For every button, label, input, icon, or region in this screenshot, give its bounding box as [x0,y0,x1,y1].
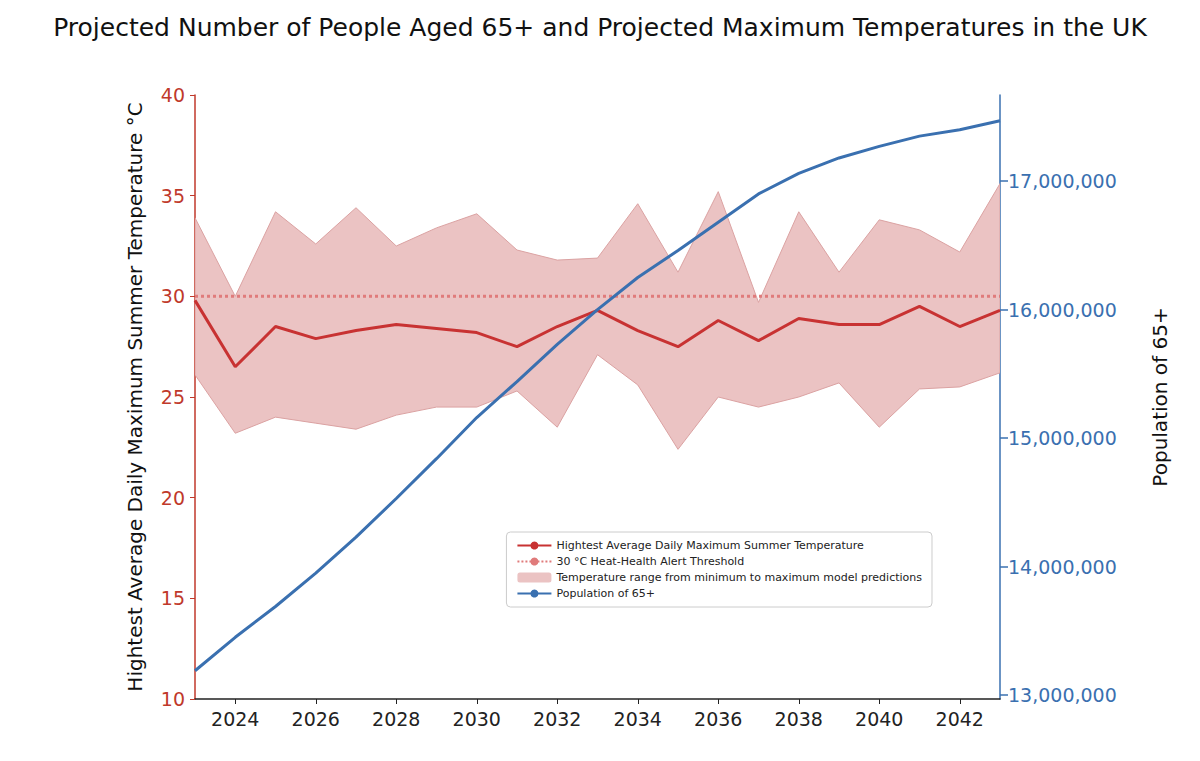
svg-text:Hightest Average Daily Maximum: Hightest Average Daily Maximum Summer Te… [556,539,864,552]
svg-text:2038: 2038 [775,708,823,730]
svg-text:2034: 2034 [614,708,662,730]
svg-text:2042: 2042 [936,708,984,730]
svg-text:Population of 65+: Population of 65+ [1148,307,1172,486]
svg-text:Population of 65+: Population of 65+ [556,587,655,600]
svg-text:10: 10 [161,688,185,710]
svg-text:25: 25 [161,386,185,408]
svg-text:Projected Number of People Age: Projected Number of People Aged 65+ and … [53,13,1147,42]
svg-text:16,000,000: 16,000,000 [1008,299,1117,321]
svg-text:17,000,000: 17,000,000 [1008,170,1117,192]
svg-text:2032: 2032 [533,708,581,730]
svg-text:30: 30 [161,285,185,307]
svg-text:2026: 2026 [292,708,340,730]
svg-text:35: 35 [161,185,185,207]
svg-text:2040: 2040 [855,708,903,730]
svg-text:2036: 2036 [694,708,742,730]
svg-text:15,000,000: 15,000,000 [1008,427,1117,449]
svg-text:2028: 2028 [372,708,420,730]
svg-text:14,000,000: 14,000,000 [1008,556,1117,578]
svg-text:2030: 2030 [453,708,501,730]
svg-text:20: 20 [161,487,185,509]
svg-text:2024: 2024 [211,708,259,730]
svg-text:40: 40 [161,84,185,106]
svg-text:30 °C Heat-Health Alert Thresh: 30 °C Heat-Health Alert Threshold [556,555,744,568]
svg-text:15: 15 [161,587,185,609]
svg-text:13,000,000: 13,000,000 [1008,684,1117,706]
svg-text:Hightest Average Daily Maximum: Hightest Average Daily Maximum Summer Te… [123,102,147,691]
svg-text:Temperature range from minimum: Temperature range from minimum to maximu… [555,571,922,584]
